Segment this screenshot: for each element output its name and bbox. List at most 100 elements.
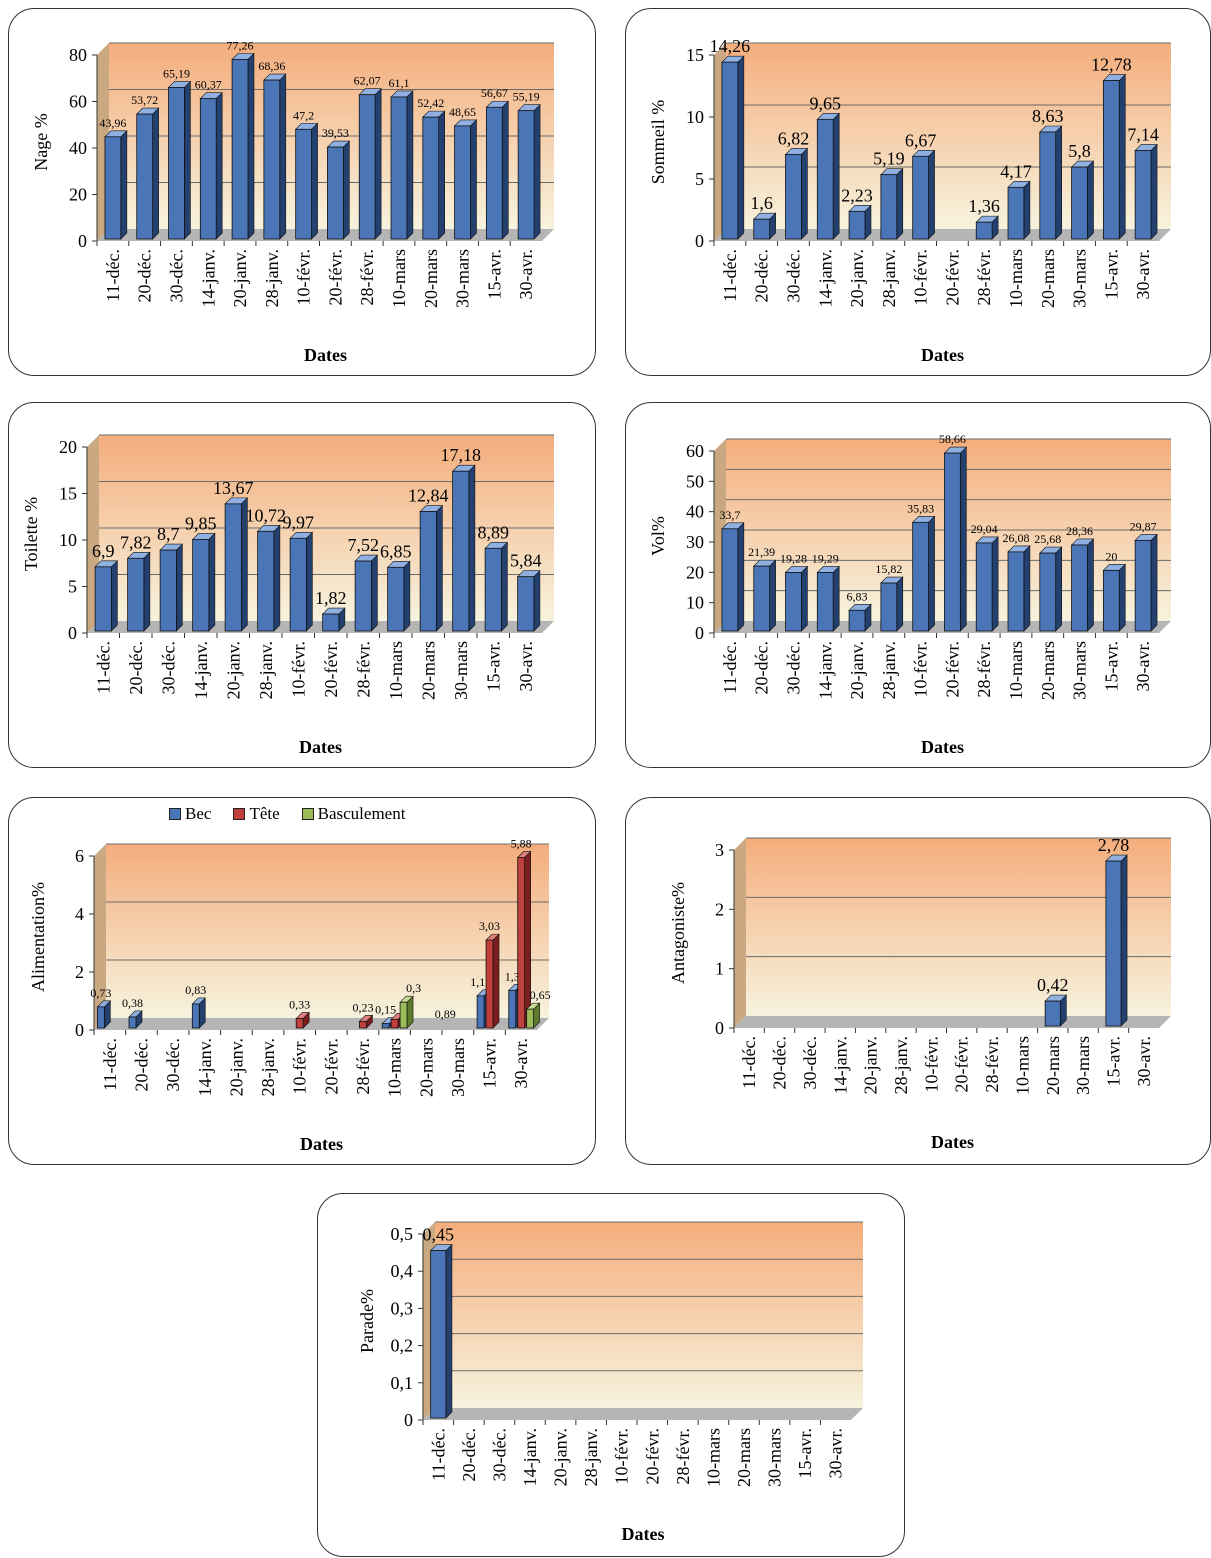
bar-side <box>470 119 477 240</box>
x-tick-label: 30-avr. <box>516 249 536 299</box>
bar <box>358 87 382 240</box>
data-label: 26,08 <box>1002 531 1029 545</box>
bar-front <box>159 549 177 632</box>
x-tick-label: 20-févr. <box>952 1036 972 1092</box>
bar <box>943 446 968 632</box>
bar-side <box>492 933 500 1029</box>
y-tick-label: 0 <box>68 623 77 643</box>
x-tick-label: 11-déc. <box>93 641 113 694</box>
x-tick-label: 15-avr. <box>480 1038 500 1088</box>
y-tick-label: 0 <box>695 623 704 643</box>
x-tick-label: 20-déc. <box>131 1038 151 1091</box>
bar-side <box>737 522 745 632</box>
x-tick-label: 20-déc. <box>126 641 146 694</box>
bar-front <box>485 106 503 240</box>
x-tick-label: 10-mars <box>703 1428 723 1487</box>
bar-front <box>1044 1000 1061 1027</box>
x-tick-label: 14-janv. <box>195 1038 215 1096</box>
y-tick-label: 0 <box>695 231 704 251</box>
x-tick-label: 28-févr. <box>353 1038 373 1094</box>
bar <box>1044 994 1068 1027</box>
bar-front <box>517 857 526 1029</box>
bar-front <box>1039 131 1057 240</box>
bar-front <box>785 572 802 632</box>
x-tick-label: 14-janv. <box>815 641 835 699</box>
x-tick-label: 28-févr. <box>673 1428 693 1484</box>
chart-parade: 0 0,1 0,2 0,3 0,4 0,5 0,45 11-déc. 20-déc. 30-déc… <box>357 1221 863 1544</box>
y-tick-label: 1 <box>715 959 724 979</box>
bar-side <box>273 524 281 632</box>
bar-front <box>848 609 866 632</box>
y-tick-label: 40 <box>69 138 87 158</box>
data-label: 7,82 <box>120 532 152 552</box>
x-tick-label: 28-févr. <box>974 641 994 697</box>
x-tick-label: 30-mars <box>1070 641 1090 700</box>
bar <box>911 149 936 240</box>
legend-swatch-tete <box>233 808 246 820</box>
data-label: 29,87 <box>1130 519 1157 533</box>
bar-front <box>430 1250 447 1419</box>
bar <box>848 204 872 240</box>
data-label: 68,36 <box>258 59 285 73</box>
data-label: 15,82 <box>875 562 902 576</box>
bar-front <box>975 221 993 240</box>
bar <box>419 504 444 632</box>
bar-front <box>912 521 929 632</box>
bar <box>128 1010 143 1029</box>
data-label: 56,67 <box>481 86 508 100</box>
legend-label: Tête <box>249 804 280 823</box>
bar-front <box>192 538 210 632</box>
bar <box>94 560 119 632</box>
bar-side <box>436 504 443 632</box>
bar-front <box>327 146 344 240</box>
data-label: 0,38 <box>122 996 143 1010</box>
x-tick-label: 30-avr. <box>511 1038 531 1088</box>
bar-side <box>801 565 808 632</box>
bar <box>1007 545 1031 632</box>
x-tick-label: 14-janv. <box>815 249 835 307</box>
data-label: 48,65 <box>449 105 476 119</box>
bar-front <box>390 1018 399 1029</box>
y-tick-label: 60 <box>69 92 87 112</box>
x-tick-label: 11-déc. <box>103 249 123 302</box>
bar-side <box>801 147 808 240</box>
chart-panel-vol: 0 10 20 30 40 50 60 33,7 21,39 19,28 19,29 6,83 15,8… <box>625 402 1211 768</box>
y-tick-label: 20 <box>686 562 704 582</box>
data-label: 65,19 <box>163 66 190 80</box>
bar-side <box>1055 125 1062 240</box>
bar-side <box>533 103 541 240</box>
x-tick-label: 11-déc. <box>720 641 740 694</box>
bar-front <box>526 1008 535 1029</box>
bar-side <box>501 100 509 240</box>
bar <box>136 107 160 240</box>
x-axis-title: Dates <box>622 1524 665 1544</box>
bar-side <box>1150 143 1158 240</box>
bar-front <box>484 547 502 632</box>
x-tick-label: 20-mars <box>418 641 438 700</box>
y-tick-label: 3 <box>715 840 724 860</box>
data-label: 19,29 <box>812 551 839 565</box>
bar-front <box>127 557 145 632</box>
data-label: 8,63 <box>1032 106 1064 126</box>
x-tick-label: 30-mars <box>1070 249 1090 308</box>
bar-front <box>191 1003 200 1029</box>
bar <box>263 73 287 240</box>
bar-front <box>880 582 898 632</box>
plot-floor <box>94 1018 549 1030</box>
y-tick-label: 20 <box>59 437 77 457</box>
bar-side <box>832 565 840 632</box>
bar <box>453 119 478 240</box>
bar-side <box>311 122 318 240</box>
y-tick-label: 20 <box>69 185 87 205</box>
bar-side <box>1023 180 1031 240</box>
bar-front <box>785 154 802 240</box>
data-label: 0,42 <box>1037 975 1069 995</box>
bar-side <box>769 559 776 632</box>
y-tick-label: 0 <box>78 231 87 251</box>
data-label: 1,36 <box>968 196 1000 216</box>
chart-panel-parade: 0 0,1 0,2 0,3 0,4 0,5 0,45 11-déc. 20-déc. 30-déc… <box>317 1193 905 1557</box>
bar-front <box>104 136 122 240</box>
bar-side <box>991 536 999 632</box>
bar-front <box>944 452 961 632</box>
bar-front <box>1071 544 1088 632</box>
